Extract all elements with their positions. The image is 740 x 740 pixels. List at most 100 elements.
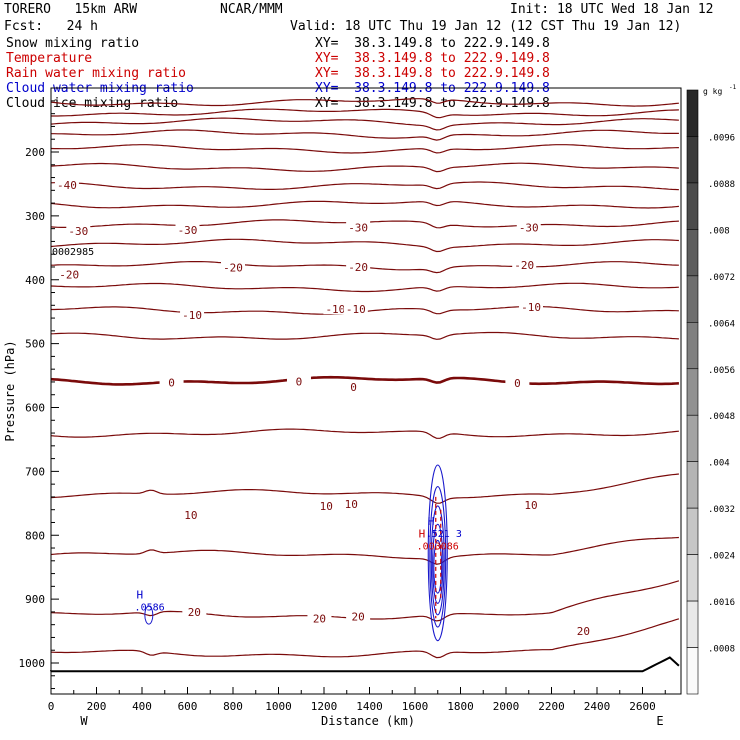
extremum-marker: H [137,588,144,601]
extremum-marker: H [428,515,435,528]
isotherm-label-bg [512,258,537,271]
isotherm-label: 20 [188,606,201,619]
isotherm-label: -20 [514,259,534,272]
isotherm-line [50,117,679,131]
x-tick-label: 2200 [538,700,565,713]
colorbar-segment [686,229,699,277]
colorbar-segment [686,647,699,695]
isotherm-line [50,473,679,504]
isotherm-label: -10 [182,309,202,322]
isotherm-line [50,375,679,386]
isotherm-label: -30 [178,224,198,237]
x-tick-label: 1600 [402,700,429,713]
isotherm-label: -30 [519,221,539,234]
y-tick-label: 800 [25,529,45,542]
isotherm-line [50,428,679,439]
extremum-value: .0586 [135,602,165,613]
isotherm-label-bg [57,267,82,280]
header-valid: Valid: 18 UTC Thu 19 Jan 12 (12 CST Thu … [290,19,682,34]
isotherm-line [50,331,679,340]
isotherm-label-bg [346,220,371,233]
colorbar-segment [686,507,699,555]
colorbar-segment [686,600,699,648]
isotherm-label: -40 [57,179,77,192]
isotherm-label-bg [182,604,207,617]
isotherm-label-bg [505,376,530,389]
x-axis-title: Distance (km) [321,714,415,728]
extremum-value: .521 3 [426,529,462,540]
isotherm-label: 0 [350,381,357,394]
colorbar-tick-label: .0016 [708,598,735,608]
colorbar-tick-label: .008 [708,226,730,236]
isotherm-label-bg [339,496,364,509]
y-tick-label: 600 [25,402,45,415]
ground-line [50,656,680,673]
isotherm-label: -30 [348,221,368,234]
isotherm-line [50,618,680,659]
colorbar-segment [686,322,699,370]
isotherm-label-bg [286,374,311,387]
colorbar-tick-label: .0048 [708,412,735,422]
colorbar-tick-label: .0024 [708,552,735,562]
colorbar-segment [686,89,699,137]
isotherm-label-bg [54,178,79,191]
field-xy-temperature: XY= 38.3.149.8 to 222.9.149.8 [315,51,550,66]
stray-value-label: 0002985 [52,247,94,258]
colorbar-segment [686,461,699,509]
isotherm-label-bg [307,611,332,624]
x-tick-label: 200 [87,700,107,713]
cloud-water-contour [144,605,154,625]
isotherm-label-bg [516,220,541,233]
cloud-water-contour [432,523,444,604]
colorbar-tick-label: .004 [708,459,730,469]
colorbar-segment [686,275,699,323]
field-label-temperature: Temperature [6,51,93,66]
x-tick-label: 1000 [265,700,292,713]
x-tick-label: 1200 [311,700,338,713]
y-tick-label: 300 [25,210,45,223]
isotherm-label-bg [346,609,371,622]
x-tick-label: 600 [178,700,198,713]
isotherm-label-bg [178,507,203,520]
y-tick-label: 1000 [19,657,46,670]
x-end-label-west: W [80,714,88,728]
x-tick-label: 2400 [584,700,611,713]
x-tick-label: 2600 [629,700,656,713]
isotherm-label: 10 [184,509,197,522]
colorbar-tick-label: .0096 [708,133,735,143]
isotherm-label-bg [519,300,544,313]
isotherm-label: 0 [514,377,521,390]
cloud-water-contour [429,486,447,628]
plot-frame [50,87,682,695]
colorbar-tick-label: .0008 [708,645,735,655]
x-tick-label: 1800 [447,700,474,713]
isotherm-label: -30 [68,225,88,238]
isotherm-line [51,108,679,119]
isotherm-label: 10 [524,499,537,512]
cloud-water-contour [433,539,443,594]
y-tick-label: 200 [25,146,45,159]
colorbar-units: g kg [703,87,722,96]
isotherm-label-bg [519,498,544,511]
colorbar-segment [686,182,699,230]
isotherm-label: -10 [521,301,541,314]
field-xy-cloud-ice: XY= 38.3.149.8 to 222.9.149.8 [315,96,550,111]
x-tick-label: 2000 [493,700,520,713]
cloud-water-contour [430,505,445,616]
header-model: TORERO 15km ARW [4,2,138,17]
colorbar-segment [686,554,699,602]
colorbar-segment [686,136,699,184]
isotherm-label: -20 [348,261,368,274]
colorbar-tick-label: .0072 [708,273,735,283]
y-axis-title: Pressure (hPa) [3,340,17,441]
y-tick-label: 900 [25,593,45,606]
isotherm-label-bg [323,302,348,315]
isotherm-label: 0 [296,375,303,388]
cloud-water-contour [427,464,448,642]
field-label-cloud-water: Cloud water mixing ratio [6,81,194,96]
isotherm-label: 10 [320,500,333,513]
colorbar-tick-label: .0088 [708,180,735,190]
x-tick-label: 1400 [356,700,383,713]
isotherm-line [50,162,679,173]
